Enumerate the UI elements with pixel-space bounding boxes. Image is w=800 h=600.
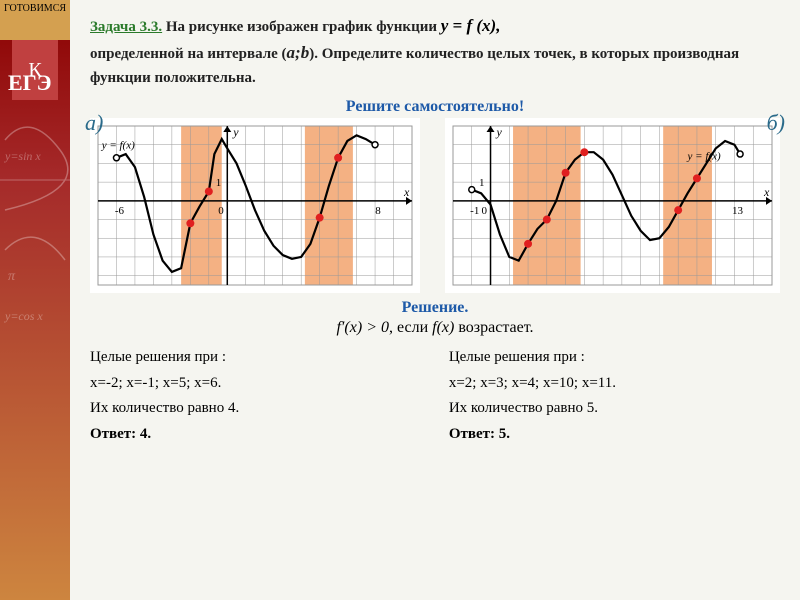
svg-text:y: y [232, 125, 239, 139]
svg-text:x: x [403, 185, 410, 199]
ans-b-final: Ответ: 5. [449, 422, 780, 448]
cond-f: f′(x) > 0 [336, 319, 389, 336]
sidebar-top-text: ГОТОВИМСЯ [0, 0, 70, 40]
cond-tail: возрастает. [454, 319, 533, 336]
ans-b-l2: x=2; x=3; x=4; x=10; x=11. [449, 371, 780, 397]
cond-fx: f(x) [432, 319, 454, 336]
svg-text:y=sin x: y=sin x [4, 149, 41, 163]
sidebar: ГОТОВИМСЯ К ЕГЭ y=sin x π y=cos x [0, 0, 70, 600]
svg-text:0: 0 [482, 205, 488, 217]
content: Задача 3.3. На рисунке изображен график … [75, 5, 795, 457]
charts-row: а) -6081xyy = f(x) б) -10131xyy = f(x) [90, 118, 780, 293]
ans-a-l1: Целые решения при : [90, 345, 421, 371]
chart-a-box: а) -6081xyy = f(x) [90, 118, 420, 293]
svg-text:x: x [763, 185, 770, 199]
answer-b: Целые решения при : x=2; x=3; x=4; x=10;… [449, 345, 780, 447]
svg-text:0: 0 [218, 205, 224, 217]
chart-a-label: а) [85, 110, 103, 136]
svg-text:y=cos x: y=cos x [4, 309, 43, 323]
cond-mid: , если [389, 319, 432, 336]
svg-text:8: 8 [375, 205, 381, 217]
svg-text:y: y [496, 125, 503, 139]
problem-title: Задача 3.3. [90, 19, 162, 35]
chart-a: -6 0 8 1 x y y = f(x) [90, 118, 420, 293]
ans-a-l2: x=-2; x=-1; x=5; x=6. [90, 371, 421, 397]
svg-text:π: π [8, 269, 16, 284]
svg-text:y = f(x): y = f(x) [101, 140, 135, 152]
svg-text:y = f(x): y = f(x) [687, 151, 721, 163]
svg-text:13: 13 [732, 205, 744, 217]
condition: f′(x) > 0, если f(x) возрастает. [90, 319, 780, 337]
chart-b: -10 13 1 x y y = f(x) [445, 118, 780, 293]
svg-text:-6: -6 [115, 205, 125, 217]
solve-self: Решите самостоятельно! [90, 98, 780, 116]
ans-a-final: Ответ: 4. [90, 422, 421, 448]
answers-row: Целые решения при : x=-2; x=-1; x=5; x=6… [90, 345, 780, 447]
problem-f1: y = f (x), [441, 16, 501, 35]
ans-a-l3: Их количество равно 4. [90, 396, 421, 422]
chart-b-label: б) [767, 110, 785, 136]
sidebar-ege: ЕГЭ [8, 70, 52, 96]
problem-t1: На рисунке изображен график функции [162, 19, 441, 35]
problem-line2: определенной на интервале (a;b). Определ… [90, 39, 780, 90]
svg-text:-1: -1 [470, 205, 479, 217]
answer-a: Целые решения при : x=-2; x=-1; x=5; x=6… [90, 345, 421, 447]
solution-head: Решение. [90, 299, 780, 317]
chart-b-box: б) -10131xyy = f(x) [445, 118, 780, 293]
svg-text:1: 1 [216, 177, 222, 189]
ans-b-l1: Целые решения при : [449, 345, 780, 371]
sidebar-decor: y=sin x π y=cos x [0, 100, 70, 600]
svg-text:1: 1 [479, 177, 485, 189]
ans-b-l3: Их количество равно 5. [449, 396, 780, 422]
problem-statement: Задача 3.3. На рисунке изображен график … [90, 15, 780, 39]
